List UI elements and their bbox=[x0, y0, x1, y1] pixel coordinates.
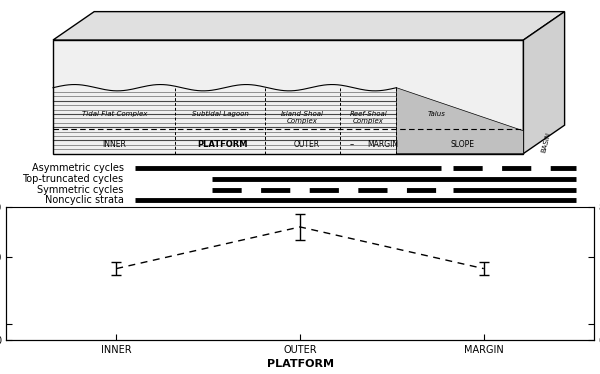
Text: Island-Shoal
Complex: Island-Shoal Complex bbox=[281, 111, 324, 124]
Text: Noncyclic strata: Noncyclic strata bbox=[45, 195, 124, 205]
Polygon shape bbox=[53, 12, 565, 40]
Text: PLATFORM: PLATFORM bbox=[197, 140, 248, 149]
Text: Asymmetric cycles: Asymmetric cycles bbox=[32, 163, 124, 173]
Text: Top-truncated cycles: Top-truncated cycles bbox=[22, 174, 124, 184]
Text: Reef-Shoal
Complex: Reef-Shoal Complex bbox=[349, 111, 387, 124]
Text: Talus: Talus bbox=[427, 111, 445, 117]
Text: OUTER: OUTER bbox=[294, 140, 320, 149]
Text: INNER: INNER bbox=[102, 140, 126, 149]
Polygon shape bbox=[397, 88, 523, 154]
Text: Tidal Flat Complex: Tidal Flat Complex bbox=[82, 111, 147, 117]
Text: MARGIN: MARGIN bbox=[367, 140, 398, 149]
Text: Subtidal Lagoon: Subtidal Lagoon bbox=[191, 111, 248, 117]
Bar bbox=[53, 40, 523, 154]
Text: Symmetric cycles: Symmetric cycles bbox=[37, 185, 124, 194]
Text: –: – bbox=[350, 140, 354, 149]
Polygon shape bbox=[523, 12, 565, 154]
Text: SLOPE: SLOPE bbox=[450, 140, 474, 149]
X-axis label: PLATFORM: PLATFORM bbox=[266, 359, 334, 370]
Text: BASIN: BASIN bbox=[541, 131, 552, 153]
